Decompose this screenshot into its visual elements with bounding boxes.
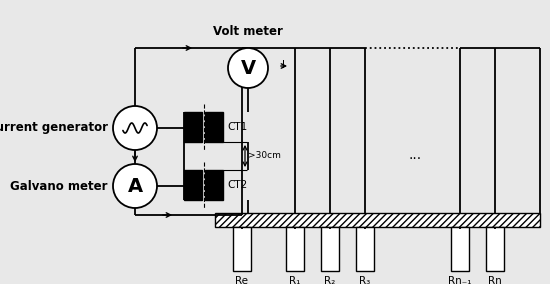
Bar xyxy=(321,227,339,271)
Text: Re: Re xyxy=(235,276,249,284)
Circle shape xyxy=(228,48,268,88)
Text: CT1: CT1 xyxy=(227,122,248,132)
Bar xyxy=(233,227,251,271)
Bar xyxy=(215,213,540,227)
Circle shape xyxy=(113,164,157,208)
Bar xyxy=(286,227,304,271)
Text: Current generator: Current generator xyxy=(0,122,108,135)
Text: Rn: Rn xyxy=(488,276,502,284)
Text: Galvano meter: Galvano meter xyxy=(10,179,108,193)
Bar xyxy=(451,227,469,271)
Text: Rn₋₁: Rn₋₁ xyxy=(448,276,472,284)
Text: ...: ... xyxy=(409,148,421,162)
Circle shape xyxy=(113,106,157,150)
Text: R₂: R₂ xyxy=(324,276,336,284)
Text: CT2: CT2 xyxy=(227,180,248,190)
Bar xyxy=(205,112,223,142)
Text: A: A xyxy=(128,178,142,197)
Text: V: V xyxy=(240,60,256,78)
Bar xyxy=(205,170,223,200)
Text: Volt meter: Volt meter xyxy=(213,25,283,38)
Text: R₃: R₃ xyxy=(359,276,371,284)
Bar xyxy=(356,227,374,271)
Bar xyxy=(184,170,202,200)
Text: >30cm: >30cm xyxy=(248,151,281,160)
Bar xyxy=(184,112,202,142)
Bar xyxy=(486,227,504,271)
Text: R₁: R₁ xyxy=(289,276,301,284)
Text: I: I xyxy=(282,60,285,70)
